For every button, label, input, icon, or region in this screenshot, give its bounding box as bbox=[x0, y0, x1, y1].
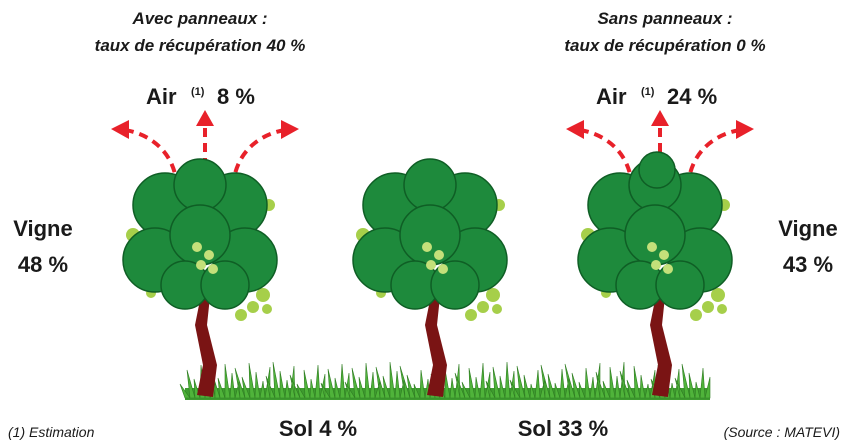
leaf bbox=[639, 152, 675, 188]
title: Sans panneaux : bbox=[597, 9, 732, 28]
vine-tree bbox=[123, 159, 277, 397]
air-value: 24 % bbox=[667, 84, 717, 109]
vine-value: 48 % bbox=[18, 252, 68, 277]
source: (Source : MATEVI) bbox=[724, 424, 840, 440]
title: Avec panneaux : bbox=[131, 9, 267, 28]
diagram: Avec panneaux : taux de récupération 40 … bbox=[0, 0, 848, 442]
air-label: Air bbox=[596, 84, 627, 109]
vine-tree bbox=[353, 159, 507, 397]
vine-label: Vigne bbox=[778, 216, 838, 241]
air-value: 8 % bbox=[217, 84, 255, 109]
soil-value: Sol 33 % bbox=[518, 416, 608, 441]
air-label: Air bbox=[146, 84, 177, 109]
title: taux de récupération 0 % bbox=[564, 36, 765, 55]
soil-value: Sol 4 % bbox=[279, 416, 357, 441]
title: taux de récupération 40 % bbox=[95, 36, 306, 55]
footnote: (1) Estimation bbox=[8, 424, 95, 440]
footnote-ref: (1) bbox=[191, 86, 205, 98]
page: Avec panneaux : taux de récupération 40 … bbox=[0, 0, 848, 442]
footnote-ref: (1) bbox=[641, 86, 655, 98]
vine-label: Vigne bbox=[13, 216, 73, 241]
vine-value: 43 % bbox=[783, 252, 833, 277]
vine-tree bbox=[578, 159, 732, 397]
